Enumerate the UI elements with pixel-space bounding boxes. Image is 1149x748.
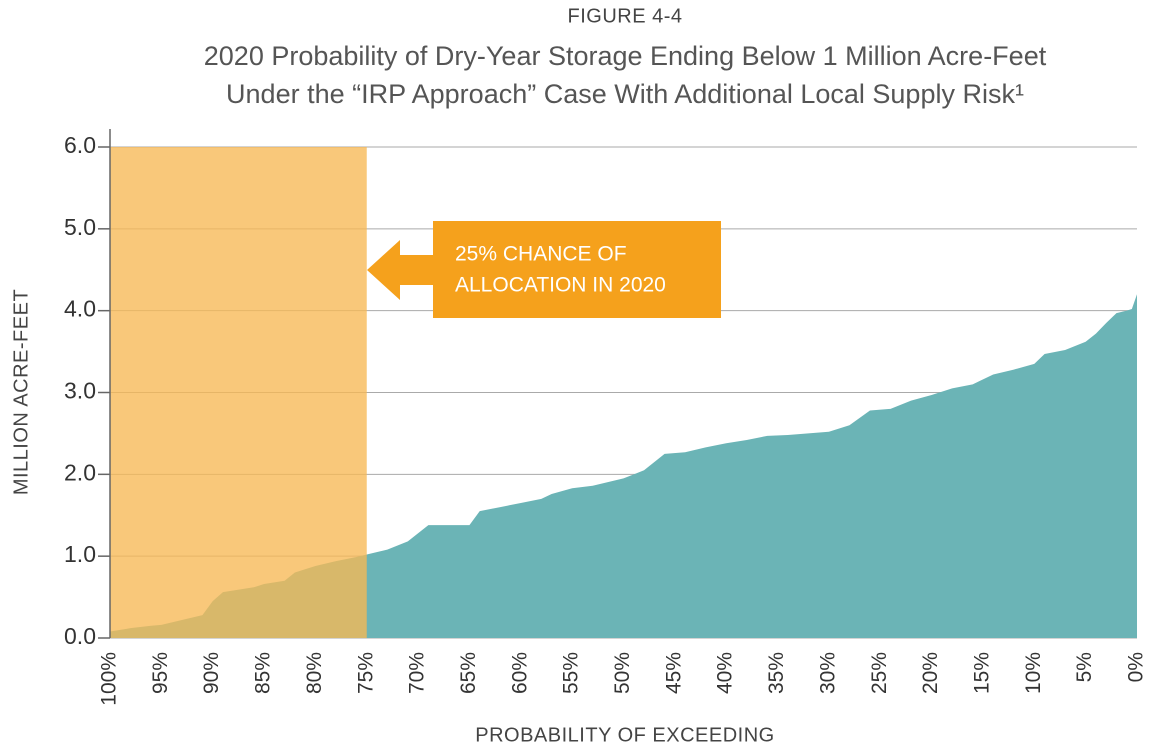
highlight-region <box>110 147 367 638</box>
chart-title: Under the “IRP Approach” Case With Addit… <box>226 79 1024 109</box>
x-tick-label: 45% <box>662 652 685 694</box>
y-tick-label: 3.0 <box>64 378 96 404</box>
y-tick-label: 5.0 <box>64 214 96 240</box>
x-axis-label: PROBABILITY OF EXCEEDING <box>475 724 774 746</box>
x-tick-label: 40% <box>714 652 737 694</box>
x-tick-label: 90% <box>200 652 223 694</box>
plot <box>109 129 1137 638</box>
y-tick-label: 6.0 <box>64 132 96 158</box>
x-tick-label: 65% <box>457 652 480 694</box>
x-tick-label: 30% <box>816 652 839 694</box>
y-tick-label: 2.0 <box>64 459 96 485</box>
y-tick-label: 1.0 <box>64 541 96 567</box>
annotation-box <box>433 221 721 318</box>
x-tick-label: 60% <box>508 652 531 694</box>
x-tick-label: 85% <box>252 652 275 694</box>
area <box>110 294 1137 638</box>
x-tick-label: 15% <box>970 652 993 694</box>
x-tick-label: 0% <box>1125 652 1148 682</box>
annotation-text: ALLOCATION IN 2020 <box>455 274 666 297</box>
x-tick-label: 20% <box>919 652 942 694</box>
annotation-text: 25% CHANCE OF <box>455 243 627 266</box>
x-tick-label: 10% <box>1022 652 1045 694</box>
x-tick-label: 95% <box>149 652 172 694</box>
y-axis-label: MILLION ACRE-FEET <box>10 289 32 495</box>
x-tick-label: 80% <box>303 652 326 694</box>
x-tick-label: 25% <box>868 652 891 694</box>
y-tick-label: 4.0 <box>64 296 96 322</box>
x-tick-label: 35% <box>765 652 788 694</box>
annotation: 25% CHANCE OF ALLOCATION IN 2020 <box>367 221 721 318</box>
x-tick-label: 55% <box>560 652 583 694</box>
figure-label: FIGURE 4-4 <box>567 5 682 27</box>
x-tick-label: 5% <box>1073 652 1096 682</box>
annotation-arrow <box>367 240 433 300</box>
x-tick-label: 75% <box>354 652 377 694</box>
y-tick-label: 0.0 <box>64 623 96 649</box>
x-tick-label: 70% <box>406 652 429 694</box>
x-tick-label: 50% <box>611 652 634 694</box>
chart-title: 2020 Probability of Dry-Year Storage End… <box>204 41 1047 71</box>
x-tick-label: 100% <box>98 652 121 706</box>
